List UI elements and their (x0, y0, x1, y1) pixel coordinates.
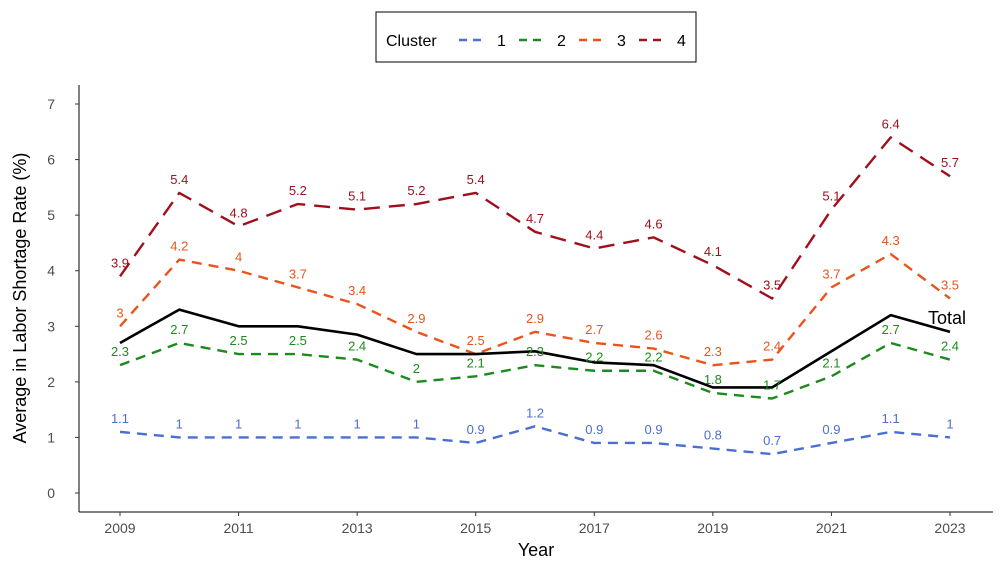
data-label: 1 (235, 416, 242, 431)
data-label: 5.7 (941, 155, 959, 170)
data-label: 4.2 (170, 239, 188, 254)
x-tick-label: 2023 (934, 520, 965, 536)
data-label: 0.9 (645, 422, 663, 437)
data-label: 2.2 (645, 350, 663, 365)
data-label: 4.3 (882, 233, 900, 248)
series-line-total (119, 308, 951, 389)
data-label: 2.3 (526, 344, 544, 359)
y-tick-label: 2 (47, 374, 55, 390)
data-label: 4.1 (704, 244, 722, 259)
x-axis-title: Year (518, 540, 554, 560)
data-label: 1.1 (882, 411, 900, 426)
y-tick-label: 1 (47, 429, 55, 445)
data-label: 2.1 (467, 355, 485, 370)
data-label: 2 (413, 361, 420, 376)
series-line-1 (119, 425, 951, 456)
data-label: 4.8 (230, 205, 248, 220)
data-label: 3.7 (289, 266, 307, 281)
legend-label-3: 3 (617, 33, 626, 50)
data-label: 1 (294, 416, 301, 431)
data-label: 2.6 (645, 328, 663, 343)
data-label: 6.4 (882, 116, 900, 131)
series-line-4 (119, 136, 951, 300)
y-tick-label: 5 (47, 207, 55, 223)
data-label: 2.7 (585, 322, 603, 337)
y-tick-label: 4 (47, 263, 55, 279)
data-label: 2.7 (882, 322, 900, 337)
data-label: 4.7 (526, 211, 544, 226)
data-label: 1 (413, 416, 420, 431)
data-label: 2.9 (526, 311, 544, 326)
x-tick-label: 2015 (460, 520, 491, 536)
data-label: 5.1 (822, 189, 840, 204)
series-label-total: Total (928, 308, 966, 328)
y-tick-label: 7 (47, 96, 55, 112)
data-label: 1.7 (763, 378, 781, 393)
data-label: 4.6 (645, 216, 663, 231)
data-label: 4.4 (585, 227, 603, 242)
legend-box (375, 11, 697, 63)
data-label: 2.7 (170, 322, 188, 337)
data-label: 2.5 (230, 333, 248, 348)
data-label: 1.1 (111, 411, 129, 426)
data-label: 2.2 (585, 350, 603, 365)
y-tick-label: 3 (47, 318, 55, 334)
data-label: 3.5 (763, 278, 781, 293)
data-label: 2.9 (407, 311, 425, 326)
data-label: 5.2 (289, 183, 307, 198)
data-label: 5.1 (348, 189, 366, 204)
data-label: 4 (235, 250, 242, 265)
x-tick-label: 2021 (816, 520, 847, 536)
data-label: 1 (354, 416, 361, 431)
data-label: 2.3 (111, 344, 129, 359)
legend-label-4: 4 (677, 33, 686, 50)
data-label: 0.9 (585, 422, 603, 437)
data-label: 1 (946, 416, 953, 431)
data-label: 3.9 (111, 255, 129, 270)
data-label: 1 (176, 416, 183, 431)
data-label: 5.2 (407, 183, 425, 198)
legend-label-1: 1 (497, 33, 506, 50)
data-label: 5.4 (170, 172, 188, 187)
x-tick-label: 2009 (104, 520, 135, 536)
data-label: 2.5 (467, 333, 485, 348)
data-label: 2.4 (763, 339, 781, 354)
y-tick-label: 6 (47, 152, 55, 168)
data-label: 0.7 (763, 433, 781, 448)
data-label: 2.4 (941, 339, 959, 354)
legend: Cluster 1 2 3 4 (375, 11, 697, 63)
x-tick-label: 2019 (697, 520, 728, 536)
data-label: 1.2 (526, 405, 544, 420)
data-label: 2.3 (704, 344, 722, 359)
x-tick-label: 2013 (342, 520, 373, 536)
data-label: 3 (116, 305, 123, 320)
data-label: 3.4 (348, 283, 366, 298)
data-label: 2.1 (822, 355, 840, 370)
data-label: 2.4 (348, 339, 366, 354)
legend-label-2: 2 (557, 33, 566, 50)
data-label: 5.4 (467, 172, 485, 187)
data-label: 1.8 (704, 372, 722, 387)
axes (78, 85, 993, 513)
x-tick-label: 2011 (224, 520, 254, 536)
y-axis-title: Average in Labor Shortage Rate (%) (10, 153, 30, 444)
data-label: 0.9 (467, 422, 485, 437)
series-line-2 (119, 341, 951, 400)
data-label: 0.9 (822, 422, 840, 437)
legend-title: Cluster (386, 33, 437, 50)
x-tick-label: 2017 (579, 520, 610, 536)
series-line-3 (119, 252, 951, 367)
data-label: 0.8 (704, 428, 722, 443)
data-label: 3.5 (941, 278, 959, 293)
data-label: 2.5 (289, 333, 307, 348)
y-tick-label: 0 (47, 485, 55, 501)
data-label: 3.7 (822, 266, 840, 281)
